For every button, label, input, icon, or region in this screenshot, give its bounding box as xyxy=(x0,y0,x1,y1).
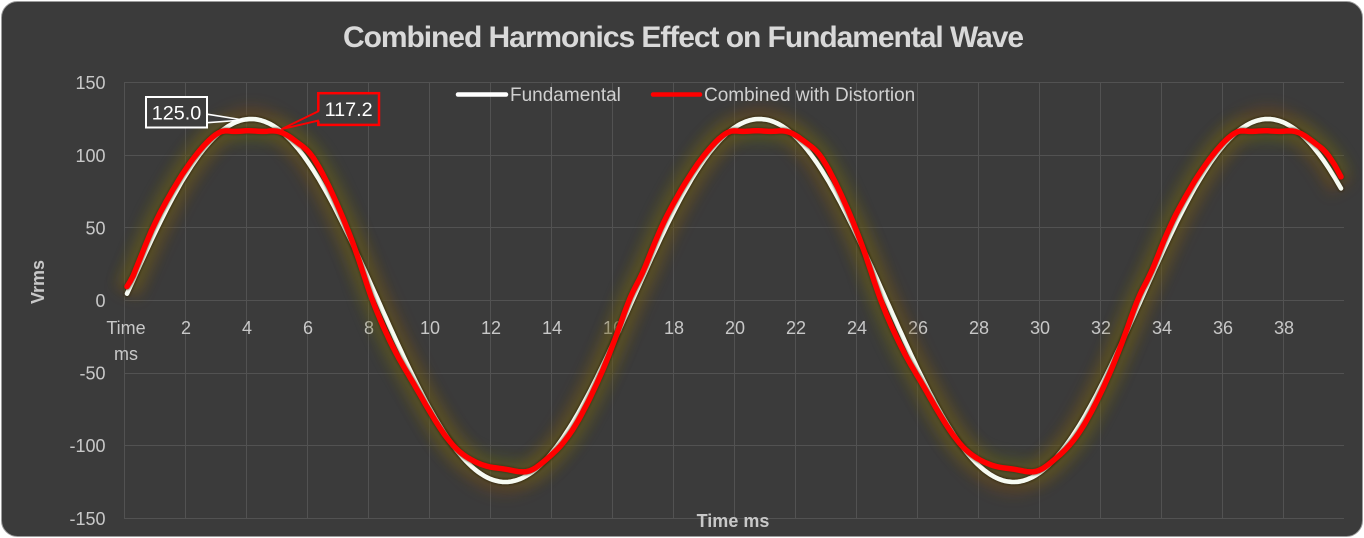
svg-text:14: 14 xyxy=(542,318,562,338)
svg-text:10: 10 xyxy=(420,318,440,338)
svg-text:Vrms: Vrms xyxy=(28,260,48,304)
svg-text:-100: -100 xyxy=(69,436,105,456)
svg-text:34: 34 xyxy=(1152,318,1172,338)
svg-text:Fundamental: Fundamental xyxy=(510,85,621,106)
svg-text:12: 12 xyxy=(481,318,501,338)
svg-text:0: 0 xyxy=(95,291,105,311)
svg-text:36: 36 xyxy=(1213,318,1233,338)
svg-text:6: 6 xyxy=(303,318,313,338)
svg-text:Combined with Distortion: Combined with Distortion xyxy=(704,85,915,106)
svg-text:-150: -150 xyxy=(69,509,105,529)
svg-text:117.2: 117.2 xyxy=(325,99,373,121)
svg-text:50: 50 xyxy=(85,218,105,238)
svg-text:32: 32 xyxy=(1091,318,1111,338)
svg-text:-50: -50 xyxy=(79,364,105,384)
svg-text:8: 8 xyxy=(364,318,374,338)
svg-text:18: 18 xyxy=(664,318,684,338)
svg-text:ms: ms xyxy=(114,344,138,364)
svg-text:150: 150 xyxy=(75,73,105,93)
svg-text:20: 20 xyxy=(725,318,745,338)
svg-text:Time ms: Time ms xyxy=(697,511,770,531)
svg-text:100: 100 xyxy=(75,146,105,166)
svg-text:38: 38 xyxy=(1274,318,1294,338)
svg-text:4: 4 xyxy=(242,318,252,338)
svg-text:30: 30 xyxy=(1030,318,1050,338)
svg-text:Combined Harmonics Effect on F: Combined Harmonics Effect on Fundamental… xyxy=(343,21,1023,54)
svg-text:22: 22 xyxy=(786,318,806,338)
svg-text:28: 28 xyxy=(969,318,989,338)
svg-text:2: 2 xyxy=(181,318,191,338)
svg-text:24: 24 xyxy=(847,318,867,338)
svg-text:125.0: 125.0 xyxy=(152,102,202,124)
svg-text:Time: Time xyxy=(106,318,145,338)
